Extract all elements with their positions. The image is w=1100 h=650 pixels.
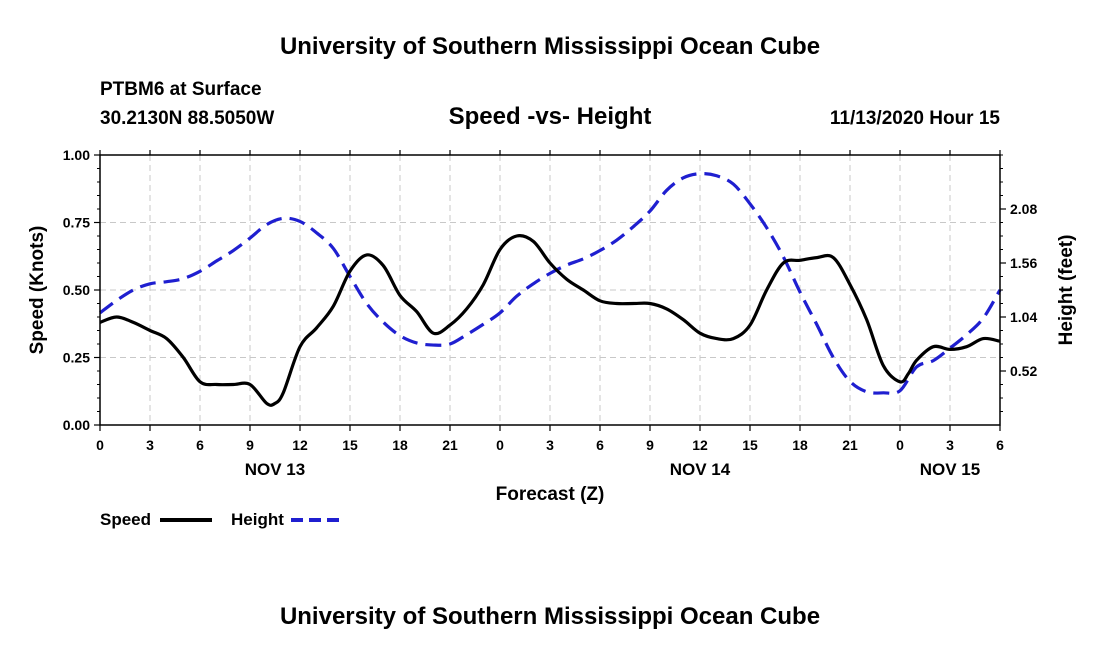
station-name: PTBM6 at Surface: [100, 79, 262, 100]
x-tick-label: 12: [292, 437, 308, 453]
x-tick-label: 0: [496, 437, 504, 453]
x-tick-label: 6: [596, 437, 604, 453]
y-axis-title: Speed (Knots): [27, 226, 48, 355]
date-label: NOV 15: [920, 460, 980, 479]
footer-title: University of Southern Mississippi Ocean…: [280, 603, 820, 630]
x-tick-label: 15: [342, 437, 358, 453]
x-tick-label: 21: [442, 437, 458, 453]
x-tick-label: 15: [742, 437, 758, 453]
y2-tick-label: 1.56: [1010, 255, 1037, 271]
y2-axis-title: Height (feet): [1056, 235, 1077, 346]
x-tick-label: 0: [896, 437, 904, 453]
x-tick-label: 3: [146, 437, 154, 453]
station-coords: 30.2130N 88.5050W: [100, 108, 274, 129]
date-label: NOV 14: [670, 460, 731, 479]
legend: Speed Height: [100, 510, 343, 529]
x-tick-label: 12: [692, 437, 708, 453]
x-tick-label: 9: [646, 437, 654, 453]
date-label: NOV 13: [245, 460, 305, 479]
y-tick-label: 0.25: [63, 350, 90, 366]
y-tick-label: 0.50: [63, 282, 90, 298]
x-tick-label: 9: [246, 437, 254, 453]
legend-height-label: Height: [231, 510, 284, 529]
chart-title: Speed -vs- Height: [449, 103, 652, 130]
y2-tick-label: 2.08: [1010, 201, 1037, 217]
x-tick-label: 6: [996, 437, 1004, 453]
x-tick-label: 6: [196, 437, 204, 453]
x-tick-label: 21: [842, 437, 858, 453]
series-line-height: [99, 172, 1002, 395]
series-line-speed: [99, 234, 1001, 407]
legend-speed-label: Speed: [100, 510, 151, 529]
y-tick-label: 1.00: [63, 147, 90, 163]
x-tick-label: 3: [946, 437, 954, 453]
page-title: University of Southern Mississippi Ocean…: [280, 33, 820, 60]
x-axis-title: Forecast (Z): [496, 484, 605, 505]
y-tick-label: 0.75: [63, 215, 90, 231]
axes: 0 3 6 9 12 15 18 21 0 3 6 9 12 15 18 21 0 3 6 0.00 0.25 0.50 0…: [63, 147, 1038, 479]
x-tick-label: 18: [792, 437, 808, 453]
x-tick-label: 3: [546, 437, 554, 453]
y2-tick-label: 1.04: [1010, 309, 1037, 325]
y2-tick-label: 0.52: [1010, 363, 1037, 379]
forecast-timestamp: 11/13/2020 Hour 15: [830, 108, 1000, 129]
y-tick-label: 0.00: [63, 417, 90, 433]
series-layer: [99, 172, 1002, 407]
x-tick-label: 18: [392, 437, 408, 453]
x-tick-label: 0: [96, 437, 104, 453]
